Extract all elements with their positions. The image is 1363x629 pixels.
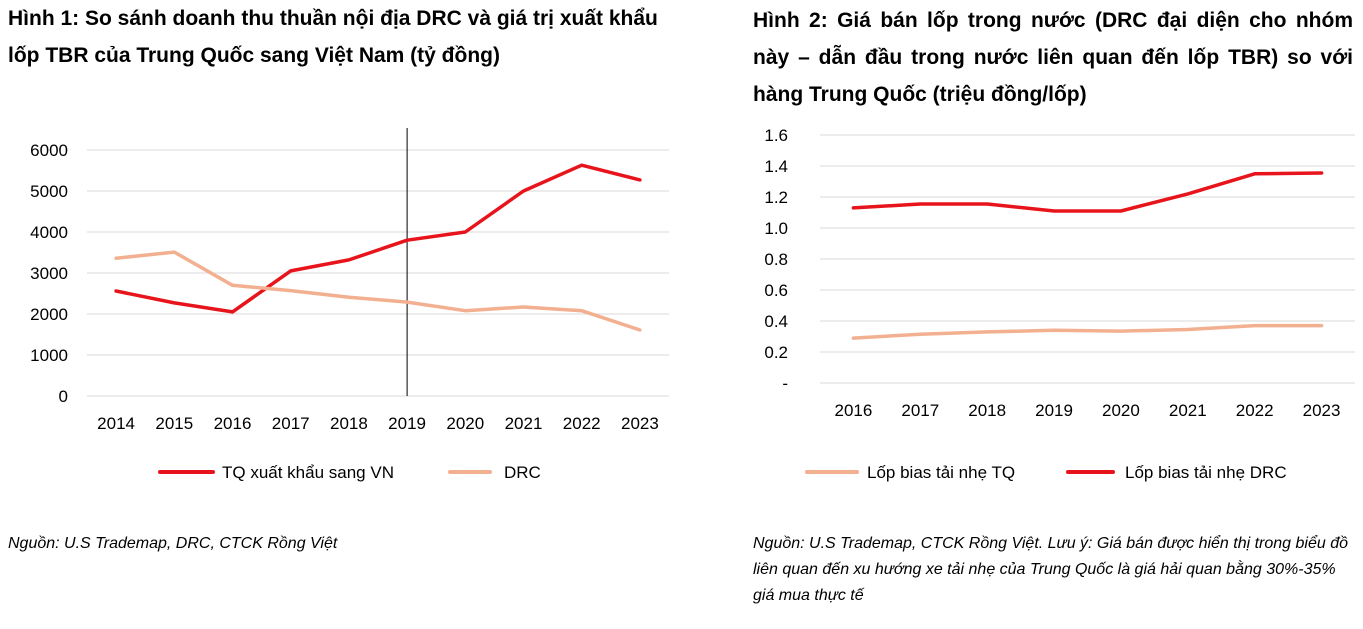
x-tick-label: 2018 xyxy=(968,401,1006,420)
y-tick-label: 1000 xyxy=(30,346,68,365)
y-tick-label: 1.4 xyxy=(764,157,788,176)
legend-label-0: Lốp bias tải nhẹ TQ xyxy=(867,463,1015,482)
x-tick-label: 2017 xyxy=(272,414,310,433)
figure-1-panel: Hình 1: So sánh doanh thu thuần nội địa … xyxy=(0,0,680,629)
legend-label-1: DRC xyxy=(504,463,541,482)
y-tick-label: 0 xyxy=(59,387,68,406)
y-tick-label: 0.4 xyxy=(764,312,788,331)
series-line-0 xyxy=(114,163,642,314)
legend-label-0: TQ xuất khẩu sang VN xyxy=(222,463,394,482)
figure-2-title: Hình 2: Giá bán lốp trong nước (DRC đại … xyxy=(753,9,1353,106)
y-tick-label: 1.2 xyxy=(764,188,788,207)
x-tick-label: 2022 xyxy=(1236,401,1274,420)
x-tick-label: 2019 xyxy=(388,414,426,433)
y-tick-label: 0.2 xyxy=(764,343,788,362)
x-tick-label: 2016 xyxy=(835,401,873,420)
figure-2-source: Nguồn: U.S Trademap, CTCK Rồng Việt. Lưu… xyxy=(753,535,1349,604)
y-tick-label: 4000 xyxy=(30,223,68,242)
x-tick-label: 2023 xyxy=(1303,401,1341,420)
y-tick-label: 2000 xyxy=(30,305,68,324)
series-line-1 xyxy=(851,171,1324,213)
series-line-1 xyxy=(114,250,642,332)
x-tick-label: 2023 xyxy=(621,414,659,433)
x-tick-label: 2020 xyxy=(1102,401,1140,420)
x-tick-label: 2014 xyxy=(97,414,135,433)
x-tick-label: 2016 xyxy=(214,414,252,433)
y-tick-label: 1.0 xyxy=(764,219,788,238)
x-tick-label: 2015 xyxy=(155,414,193,433)
figure-2-panel: Hình 2: Giá bán lốp trong nước (DRC đại … xyxy=(745,0,1355,629)
y-tick-label: 5000 xyxy=(30,182,68,201)
x-tick-label: 2018 xyxy=(330,414,368,433)
figure-2-chart: - 0.2 0.4 0.6 0.8 1.0 1.2 1.4 1.6 2016 2017 2018 201… xyxy=(764,126,1355,482)
y-tick-label: 0.6 xyxy=(764,281,788,300)
x-tick-label: 2017 xyxy=(901,401,939,420)
y-tick-label: 6000 xyxy=(30,141,68,160)
x-tick-label: 2021 xyxy=(1169,401,1207,420)
legend-label-1: Lốp bias tải nhẹ DRC xyxy=(1125,463,1287,482)
x-tick-label: 2019 xyxy=(1035,401,1073,420)
y-tick-label: 1.6 xyxy=(764,126,788,145)
figure-1-source: Nguồn: U.S Trademap, DRC, CTCK Rồng Việt xyxy=(8,535,338,552)
x-tick-label: 2020 xyxy=(446,414,484,433)
y-tick-label: 3000 xyxy=(30,264,68,283)
figure-1-chart: 0 1000 2000 3000 4000 5000 6000 2014 2015 2016 201… xyxy=(30,128,669,482)
x-tick-label: 2021 xyxy=(505,414,543,433)
figure-1-title: Hình 1: So sánh doanh thu thuần nội địa … xyxy=(8,7,658,67)
y-tick-label: - xyxy=(782,374,788,393)
series-line-0 xyxy=(851,323,1324,340)
y-tick-label: 0.8 xyxy=(764,250,788,269)
x-tick-label: 2022 xyxy=(563,414,601,433)
